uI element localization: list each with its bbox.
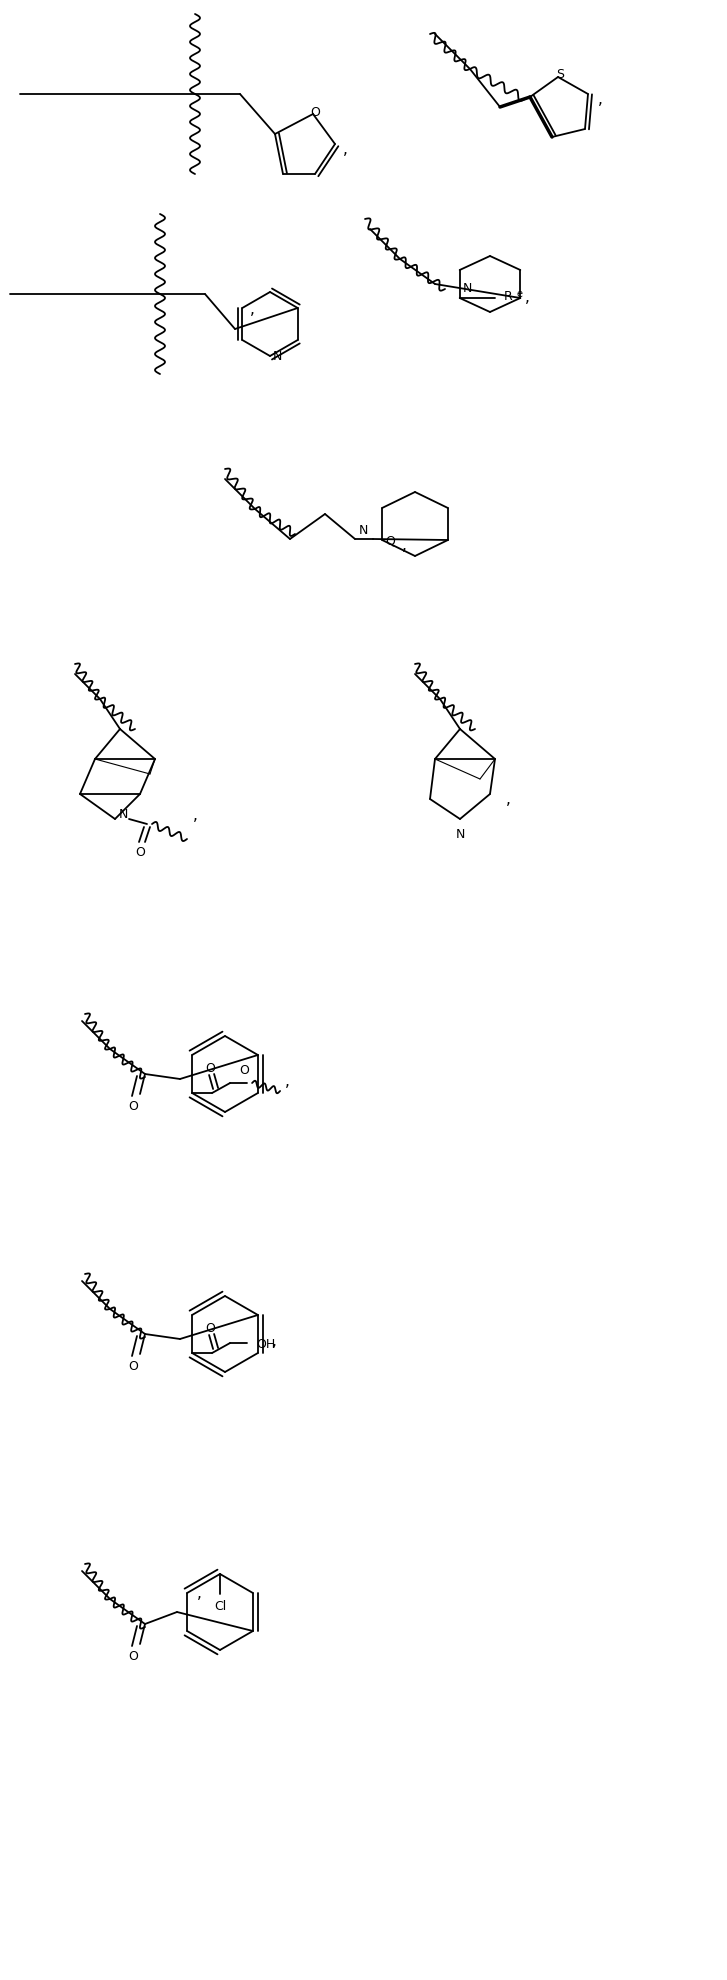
Text: O: O: [135, 845, 145, 859]
Text: ,: ,: [250, 301, 254, 317]
Text: OH: OH: [256, 1336, 276, 1350]
Text: N: N: [463, 283, 473, 295]
Text: O: O: [128, 1101, 138, 1113]
Text: O: O: [205, 1061, 215, 1073]
Text: ,: ,: [193, 808, 198, 822]
Text: O: O: [310, 105, 320, 119]
Text: ,: ,: [342, 143, 348, 158]
Text: O: O: [239, 1063, 249, 1077]
Text: R: R: [503, 291, 512, 303]
Text: Q: Q: [385, 535, 395, 546]
Text: ,: ,: [272, 1335, 276, 1348]
Text: ,: ,: [401, 539, 406, 552]
Text: ,: ,: [285, 1073, 289, 1089]
Text: N: N: [358, 523, 368, 537]
Text: ,: ,: [197, 1586, 201, 1600]
Text: O: O: [128, 1360, 138, 1372]
Text: O: O: [128, 1649, 138, 1663]
Text: ,: ,: [505, 792, 510, 808]
Text: Cl: Cl: [214, 1600, 226, 1612]
Text: ,: ,: [598, 93, 603, 107]
Text: N: N: [455, 828, 465, 842]
Text: N: N: [119, 808, 128, 822]
Text: O: O: [205, 1321, 215, 1335]
Text: e: e: [517, 289, 523, 299]
Text: S: S: [556, 67, 564, 81]
Text: ,: ,: [525, 289, 530, 305]
Text: N: N: [273, 350, 281, 362]
